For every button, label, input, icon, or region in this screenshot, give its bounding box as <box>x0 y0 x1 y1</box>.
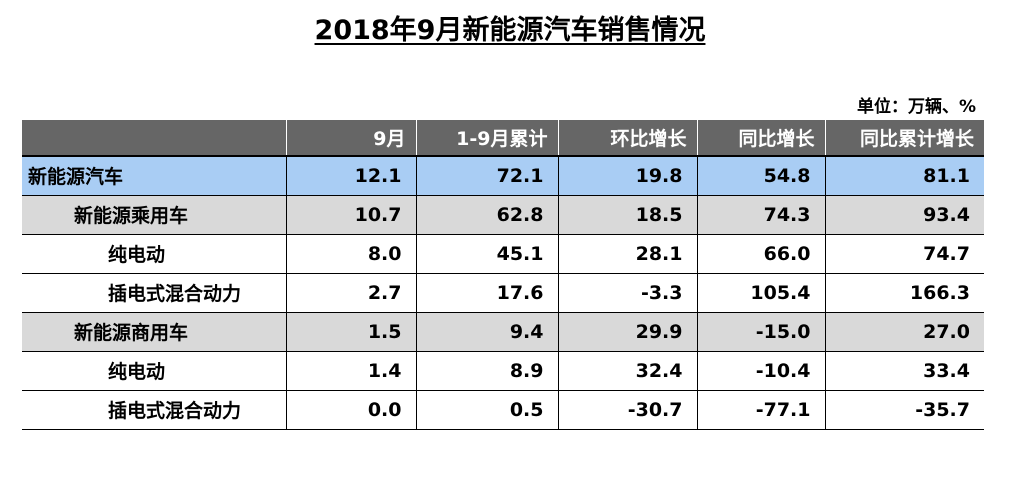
cell-value: 54.8 <box>697 156 826 196</box>
table-row: 插电式混合动力 0.0 0.5 -30.7 -77.1 -35.7 <box>22 390 984 430</box>
header-cell-ytd: 1-9月累计 <box>416 120 559 157</box>
header-cell-september: 9月 <box>286 120 417 157</box>
cell-value: -10.4 <box>697 351 826 391</box>
page-title: 2018年9月新能源汽车销售情况 <box>0 8 1020 47</box>
cell-value: 1.5 <box>286 312 417 352</box>
cell-value: 0.0 <box>286 390 417 430</box>
header-cell-label <box>22 120 287 157</box>
sales-table: 9月 1-9月累计 环比增长 同比增长 同比累计增长 新能源汽车 12.1 72… <box>22 120 984 430</box>
table-row: 新能源汽车 12.1 72.1 19.8 54.8 81.1 <box>22 156 984 196</box>
row-label: 新能源乘用车 <box>22 195 287 235</box>
row-label: 纯电动 <box>22 234 287 274</box>
header-cell-ytd-yoy: 同比累计增长 <box>825 120 984 157</box>
cell-value: 8.0 <box>286 234 417 274</box>
table-header-row: 9月 1-9月累计 环比增长 同比增长 同比累计增长 <box>22 120 984 157</box>
cell-value: -77.1 <box>697 390 826 430</box>
cell-value: -35.7 <box>825 390 984 430</box>
cell-value: 19.8 <box>558 156 698 196</box>
table-row: 新能源商用车 1.5 9.4 29.9 -15.0 27.0 <box>22 312 984 352</box>
row-label: 插电式混合动力 <box>22 273 287 313</box>
cell-value: 105.4 <box>697 273 826 313</box>
cell-value: 1.4 <box>286 351 417 391</box>
cell-value: 93.4 <box>825 195 984 235</box>
cell-value: 74.3 <box>697 195 826 235</box>
cell-value: 2.7 <box>286 273 417 313</box>
cell-value: 32.4 <box>558 351 698 391</box>
cell-value: 62.8 <box>416 195 559 235</box>
cell-value: 9.4 <box>416 312 559 352</box>
cell-value: -15.0 <box>697 312 826 352</box>
cell-value: 28.1 <box>558 234 698 274</box>
header-cell-yoy: 同比增长 <box>697 120 826 157</box>
cell-value: 0.5 <box>416 390 559 430</box>
table-row: 新能源乘用车 10.7 62.8 18.5 74.3 93.4 <box>22 195 984 235</box>
cell-value: 18.5 <box>558 195 698 235</box>
cell-value: 45.1 <box>416 234 559 274</box>
cell-value: 166.3 <box>825 273 984 313</box>
table-row: 纯电动 1.4 8.9 32.4 -10.4 33.4 <box>22 351 984 391</box>
cell-value: -30.7 <box>558 390 698 430</box>
cell-value: 29.9 <box>558 312 698 352</box>
cell-value: 10.7 <box>286 195 417 235</box>
table-row: 纯电动 8.0 45.1 28.1 66.0 74.7 <box>22 234 984 274</box>
page-title-text: 2018年9月新能源汽车销售情况 <box>314 15 706 46</box>
cell-value: -3.3 <box>558 273 698 313</box>
header-cell-mom: 环比增长 <box>558 120 698 157</box>
cell-value: 27.0 <box>825 312 984 352</box>
cell-value: 8.9 <box>416 351 559 391</box>
row-label: 纯电动 <box>22 351 287 391</box>
cell-value: 17.6 <box>416 273 559 313</box>
table-row: 插电式混合动力 2.7 17.6 -3.3 105.4 166.3 <box>22 273 984 313</box>
cell-value: 33.4 <box>825 351 984 391</box>
row-label: 新能源汽车 <box>22 156 287 196</box>
cell-value: 12.1 <box>286 156 417 196</box>
row-label: 新能源商用车 <box>22 312 287 352</box>
unit-label: 单位：万辆、% <box>856 97 976 117</box>
cell-value: 72.1 <box>416 156 559 196</box>
cell-value: 74.7 <box>825 234 984 274</box>
cell-value: 81.1 <box>825 156 984 196</box>
cell-value: 66.0 <box>697 234 826 274</box>
row-label: 插电式混合动力 <box>22 390 287 430</box>
